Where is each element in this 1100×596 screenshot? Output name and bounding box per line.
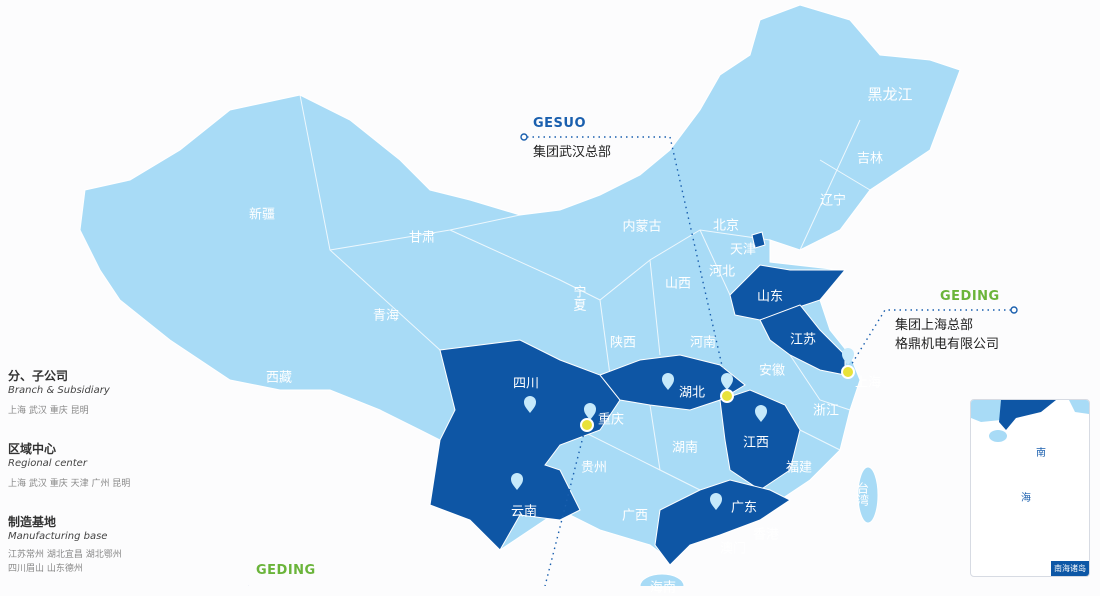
taiwan-island	[857, 466, 879, 524]
wuhan-hq-label: 集团武汉总部	[533, 145, 612, 160]
label-ningxia: 宁夏	[570, 285, 586, 311]
label-guizhou: 贵州	[580, 460, 608, 476]
inset-sea-label-2: 海	[1021, 493, 1031, 504]
label-aomen: 澳门	[719, 541, 747, 557]
map-pin-icon	[511, 473, 523, 490]
region-sichuan-yunnan-chongqing	[429, 339, 621, 551]
legend-branch: 分、子公司 Branch & Subsidiary 上海 武汉 重庆 昆明	[8, 367, 110, 418]
shanghai-hq-line1: 集团上海总部	[895, 318, 974, 333]
label-chongqing: 重庆	[597, 412, 625, 428]
legend-items: 江苏常州 湖北宜昌 湖北鄂州 四川眉山 山东德州	[8, 548, 122, 576]
hq-marker-chongqing	[580, 418, 594, 432]
highlighted-provinces	[429, 231, 847, 566]
map-pin-icon	[662, 373, 674, 390]
label-taiwan: 台湾	[855, 482, 870, 506]
hq-marker-wuhan	[720, 389, 734, 403]
callout-dot-shanghai	[1010, 306, 1018, 314]
label-qinghai: 青海	[372, 308, 400, 324]
label-jiangsu: 江苏	[789, 332, 817, 348]
label-guangxi: 广西	[621, 508, 649, 524]
legend-items-line2: 四川眉山 山东德州	[8, 564, 83, 574]
label-anhui: 安徽	[758, 363, 786, 379]
legend-subtitle: Manufacturing base	[8, 531, 108, 542]
gesuo-logo: GESUO	[533, 116, 587, 131]
legend-items: 上海 武汉 重庆 天津 广州 昆明	[8, 479, 131, 489]
legend-items: 上海 武汉 重庆 昆明	[8, 406, 89, 416]
label-guangdong: 广东	[730, 500, 758, 516]
inset-sea-label-1: 南	[1036, 448, 1046, 459]
label-liaoning: 辽宁	[819, 193, 847, 209]
label-heilongjiang: 黑龙江	[867, 85, 913, 104]
legend-items-line1: 江苏常州 湖北宜昌 湖北鄂州	[8, 550, 122, 560]
label-henan: 河南	[689, 335, 717, 351]
legend-subtitle: Branch & Subsidiary	[8, 385, 110, 396]
geding-logo: GEDING	[940, 289, 1000, 304]
label-tianjin: 天津	[729, 242, 757, 258]
label-hainan: 海南	[649, 580, 677, 596]
label-shanghai: 上海	[854, 375, 882, 391]
label-xinjiang: 新疆	[248, 207, 276, 223]
legend-manufacturing: 制造基地 Manufacturing base 江苏常州 湖北宜昌 湖北鄂州 四…	[8, 513, 122, 576]
callout-lines	[527, 136, 1011, 586]
label-neimenggu: 内蒙古	[622, 219, 662, 235]
label-zhejiang: 浙江	[812, 403, 840, 419]
region-shandong	[729, 264, 847, 321]
label-shandong: 山东	[756, 289, 784, 305]
region-jiangxi	[719, 389, 801, 491]
legend-regional: 区域中心 Regional center 上海 武汉 重庆 天津 广州 昆明	[8, 440, 130, 491]
map-pin-icon	[721, 373, 733, 390]
map-pin-icon	[842, 348, 854, 365]
map-pin-icon	[755, 405, 767, 422]
label-fujian: 福建	[785, 460, 813, 476]
map-pin-icon	[710, 493, 722, 510]
geding-logo-bottom: GEDING	[256, 563, 316, 578]
label-beijing: 北京	[712, 218, 740, 234]
inset-map	[971, 400, 1089, 442]
hq-marker-shanghai	[841, 365, 855, 379]
label-hubei: 湖北	[678, 385, 706, 401]
legend-title: 分、子公司	[8, 369, 69, 383]
province-borders	[299, 94, 871, 491]
label-jilin: 吉林	[856, 151, 884, 167]
label-gansu: 甘肃	[408, 230, 436, 246]
label-shanxi: 山西	[664, 276, 692, 292]
label-xizang: 西藏	[265, 370, 293, 386]
south-china-sea-inset: 南 海 南海诸岛	[970, 399, 1090, 577]
map-pin-icon	[524, 396, 536, 413]
label-xianggang: 香港	[752, 527, 780, 543]
legend-title: 制造基地	[8, 515, 57, 529]
label-shaanxi: 陕西	[609, 335, 637, 351]
legend-subtitle: Regional center	[8, 458, 87, 469]
hainan-island	[639, 573, 685, 586]
location-pins	[511, 348, 854, 510]
legend-title: 区域中心	[8, 442, 57, 456]
region-guangdong	[654, 479, 791, 566]
region-tianjin	[751, 231, 766, 249]
hq-markers	[580, 365, 855, 432]
label-hunan: 湖南	[671, 440, 699, 456]
inset-label: 南海诸岛	[1051, 561, 1089, 576]
shanghai-hq-line2: 格鼎机电有限公司	[895, 337, 1000, 352]
label-jiangxi: 江西	[742, 435, 770, 451]
map-pin-icon	[584, 403, 596, 420]
label-hebei: 河北	[708, 264, 736, 280]
label-sichuan: 四川	[512, 376, 540, 392]
callout-dot-wuhan	[520, 133, 528, 141]
label-yunnan: 云南	[510, 504, 538, 520]
shanghai-hq-label: 集团上海总部 格鼎机电有限公司	[895, 316, 999, 354]
